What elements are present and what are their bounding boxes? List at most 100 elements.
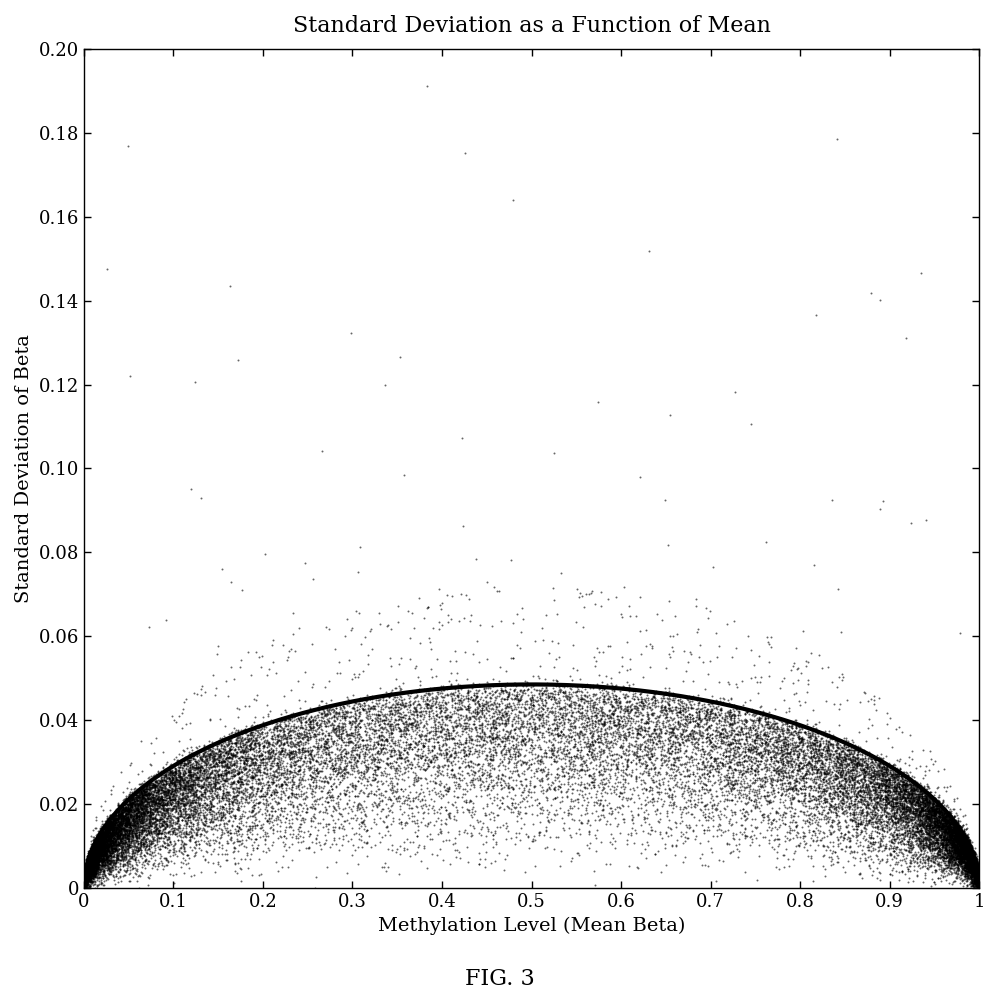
Point	[673, 776, 689, 792]
Point	[126, 837, 142, 853]
Point	[886, 832, 902, 848]
Point	[427, 690, 443, 706]
Point	[947, 817, 963, 833]
Point	[939, 834, 955, 850]
Point	[159, 810, 175, 826]
Point	[784, 756, 800, 772]
Point	[201, 782, 217, 798]
Point	[936, 813, 952, 829]
Point	[91, 845, 107, 861]
Point	[77, 875, 93, 891]
Point	[553, 784, 569, 800]
Point	[230, 766, 246, 782]
Point	[150, 786, 166, 802]
Point	[817, 748, 833, 764]
Point	[230, 823, 246, 839]
Point	[970, 866, 986, 882]
Point	[941, 851, 957, 867]
Point	[942, 832, 958, 848]
Point	[206, 776, 222, 792]
Point	[944, 813, 960, 829]
Point	[672, 742, 688, 758]
Point	[138, 852, 154, 868]
Point	[151, 792, 167, 808]
Point	[408, 767, 424, 783]
Point	[943, 850, 959, 866]
Point	[894, 778, 910, 794]
Point	[94, 822, 110, 838]
Point	[77, 873, 93, 889]
Point	[927, 840, 943, 856]
Point	[934, 845, 950, 861]
Point	[163, 774, 179, 790]
Point	[203, 785, 219, 801]
Point	[313, 738, 329, 754]
Point	[183, 767, 199, 783]
Point	[570, 697, 586, 713]
Point	[117, 811, 133, 827]
Point	[667, 699, 683, 715]
Point	[263, 819, 279, 835]
Point	[862, 758, 878, 774]
Point	[563, 749, 579, 765]
Point	[838, 757, 854, 773]
Point	[969, 873, 985, 889]
Point	[948, 821, 964, 837]
Point	[98, 816, 114, 832]
Point	[80, 865, 96, 881]
Point	[474, 723, 490, 739]
Point	[970, 864, 986, 880]
Point	[830, 735, 846, 751]
Point	[110, 838, 126, 854]
Point	[953, 819, 969, 835]
Point	[224, 762, 240, 778]
Point	[103, 833, 119, 849]
Point	[934, 817, 950, 833]
Point	[915, 833, 931, 849]
Point	[485, 712, 501, 728]
Point	[969, 873, 985, 889]
Point	[820, 733, 836, 749]
Point	[955, 850, 971, 866]
Point	[934, 826, 950, 842]
Point	[247, 766, 263, 782]
Point	[922, 828, 938, 844]
Point	[934, 835, 950, 851]
Point	[959, 855, 975, 871]
Point	[933, 833, 949, 849]
Point	[585, 720, 601, 736]
Point	[148, 818, 164, 834]
Point	[779, 715, 795, 731]
Point	[119, 817, 135, 833]
Point	[133, 800, 149, 816]
Point	[921, 850, 937, 866]
Point	[896, 808, 912, 824]
Point	[952, 854, 968, 870]
Point	[968, 871, 984, 887]
Point	[970, 865, 986, 881]
Point	[101, 815, 117, 831]
Point	[544, 725, 560, 741]
Point	[614, 649, 630, 665]
Point	[135, 796, 151, 812]
Point	[856, 789, 872, 805]
Point	[970, 865, 986, 881]
Point	[336, 699, 352, 715]
Point	[387, 765, 403, 781]
Point	[833, 825, 849, 841]
Point	[464, 766, 480, 782]
Point	[77, 871, 93, 887]
Point	[77, 867, 93, 883]
Point	[92, 849, 108, 865]
Point	[280, 746, 296, 762]
Point	[81, 851, 97, 867]
Point	[970, 865, 986, 881]
Point	[970, 870, 986, 886]
Point	[839, 788, 855, 804]
Point	[79, 866, 95, 882]
Point	[905, 801, 921, 817]
Point	[637, 760, 653, 776]
Point	[970, 870, 986, 886]
Point	[892, 786, 908, 802]
Point	[208, 817, 224, 833]
